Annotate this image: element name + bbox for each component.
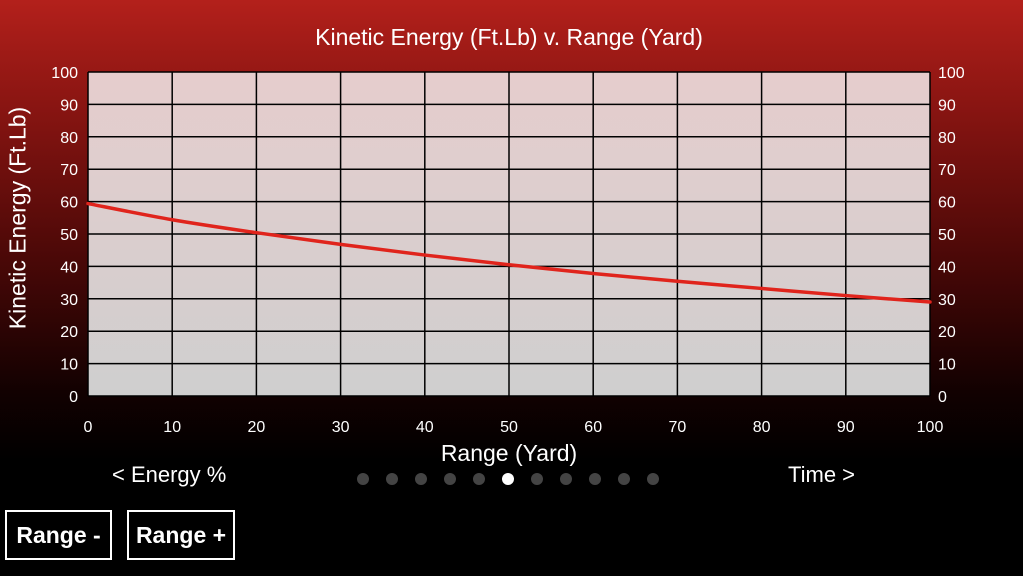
page-dot[interactable] <box>560 473 572 485</box>
y-tick-label-left: 20 <box>60 324 78 341</box>
x-tick-label: 90 <box>837 419 855 436</box>
page-dot[interactable] <box>473 473 485 485</box>
y-tick-label-left: 10 <box>60 357 78 374</box>
y-tick-label-right: 100 <box>938 65 965 82</box>
y-tick-label-right: 20 <box>938 324 956 341</box>
y-tick-label-right: 70 <box>938 162 956 179</box>
page-indicator[interactable] <box>357 473 659 485</box>
y-tick-label-left: 70 <box>60 162 78 179</box>
x-tick-label: 20 <box>248 419 266 436</box>
y-tick-label-right: 40 <box>938 259 956 276</box>
y-tick-label-left: 100 <box>51 65 78 82</box>
y-tick-label-left: 30 <box>60 292 78 309</box>
y-tick-label-left: 40 <box>60 259 78 276</box>
y-tick-label-right: 80 <box>938 130 956 147</box>
y-tick-label-left: 80 <box>60 130 78 147</box>
page-dot[interactable] <box>415 473 427 485</box>
x-tick-label: 10 <box>163 419 181 436</box>
page-dot[interactable] <box>589 473 601 485</box>
y-tick-label-right: 10 <box>938 357 956 374</box>
x-tick-label: 60 <box>584 419 602 436</box>
page-dot[interactable] <box>618 473 630 485</box>
y-tick-label-left: 90 <box>60 97 78 114</box>
x-tick-label: 80 <box>753 419 771 436</box>
y-tick-label-right: 0 <box>938 389 947 406</box>
page-dot[interactable] <box>531 473 543 485</box>
next-page-link[interactable]: Time > <box>788 462 856 487</box>
x-tick-label: 50 <box>500 419 518 436</box>
y-tick-label-left: 60 <box>60 195 78 212</box>
y-tick-label-right: 30 <box>938 292 956 309</box>
range-plus-button[interactable]: Range + <box>127 510 235 560</box>
chart-title: Kinetic Energy (Ft.Lb) v. Range (Yard) <box>315 24 703 50</box>
x-tick-label: 0 <box>84 419 93 436</box>
page-dot-active[interactable] <box>502 473 514 485</box>
x-tick-label: 30 <box>332 419 350 436</box>
y-tick-label-right: 60 <box>938 195 956 212</box>
y-tick-label-right: 50 <box>938 227 956 244</box>
x-tick-label: 70 <box>669 419 687 436</box>
x-tick-label: 40 <box>416 419 434 436</box>
page-dot[interactable] <box>647 473 659 485</box>
page-dot[interactable] <box>386 473 398 485</box>
y-tick-label-left: 50 <box>60 227 78 244</box>
y-tick-label-left: 0 <box>69 389 78 406</box>
y-axis-title: Kinetic Energy (Ft.Lb) <box>4 106 31 330</box>
page-dot[interactable] <box>357 473 369 485</box>
prev-page-link[interactable]: < Energy % <box>112 462 227 487</box>
y-tick-label-right: 90 <box>938 97 956 114</box>
energy-series-line <box>86 201 932 304</box>
x-axis-title: Range (Yard) <box>440 440 578 466</box>
x-tick-label: 100 <box>917 419 944 436</box>
page-dot[interactable] <box>444 473 456 485</box>
range-minus-button[interactable]: Range - <box>5 510 112 560</box>
